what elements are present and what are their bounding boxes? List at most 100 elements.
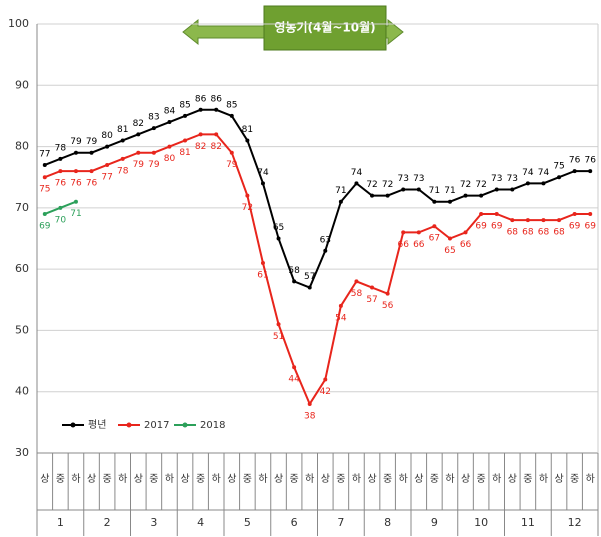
data-label: 78 bbox=[55, 143, 67, 153]
y-tick-label: 70 bbox=[15, 201, 29, 214]
data-label: 79 bbox=[148, 160, 160, 170]
data-label: 78 bbox=[117, 166, 129, 176]
point bbox=[151, 150, 156, 155]
point bbox=[58, 169, 63, 174]
y-tick-label: 50 bbox=[15, 323, 29, 336]
x-tick-label: 하 bbox=[492, 472, 501, 485]
point bbox=[447, 236, 452, 241]
group-label: 8 bbox=[384, 516, 391, 529]
point bbox=[416, 230, 421, 235]
point bbox=[354, 279, 359, 284]
data-label: 74 bbox=[538, 168, 550, 178]
data-label: 58 bbox=[288, 266, 300, 276]
point bbox=[463, 230, 468, 235]
legend-label: 평년 bbox=[88, 419, 106, 431]
data-label: 79 bbox=[86, 137, 98, 147]
data-label: 72 bbox=[366, 180, 377, 190]
legend-marker bbox=[70, 422, 76, 428]
group-label: 12 bbox=[568, 516, 582, 529]
data-label: 67 bbox=[429, 234, 440, 244]
data-label: 81 bbox=[179, 148, 190, 158]
point bbox=[183, 113, 188, 118]
x-tick-label: 상 bbox=[508, 473, 517, 485]
data-label: 79 bbox=[133, 160, 145, 170]
data-label: 57 bbox=[304, 272, 315, 282]
data-label: 73 bbox=[413, 174, 424, 184]
y-tick-label: 30 bbox=[15, 446, 29, 459]
y-tick-label: 80 bbox=[15, 140, 29, 153]
data-label: 68 bbox=[538, 228, 550, 238]
data-label: 80 bbox=[101, 131, 113, 141]
y-tick-label: 60 bbox=[15, 262, 29, 275]
data-label: 75 bbox=[39, 185, 50, 195]
group-label: 6 bbox=[291, 516, 298, 529]
x-tick-label: 하 bbox=[71, 472, 80, 485]
data-label: 66 bbox=[413, 240, 425, 250]
point bbox=[338, 303, 343, 308]
point bbox=[541, 181, 546, 186]
x-tick-label: 하 bbox=[352, 472, 361, 485]
x-tick-label: 하 bbox=[539, 472, 548, 485]
point bbox=[42, 162, 47, 167]
point bbox=[354, 181, 359, 186]
point bbox=[307, 285, 312, 290]
point bbox=[120, 156, 125, 161]
data-label: 79 bbox=[70, 137, 82, 147]
x-tick-label: 중 bbox=[336, 473, 345, 485]
data-label: 74 bbox=[351, 168, 363, 178]
y-tick-label: 90 bbox=[15, 78, 29, 91]
point bbox=[73, 150, 78, 155]
point bbox=[167, 120, 172, 125]
x-tick-label: 하 bbox=[165, 472, 174, 485]
data-label: 69 bbox=[39, 221, 51, 231]
x-tick-label: 중 bbox=[570, 473, 579, 485]
point bbox=[463, 193, 468, 198]
x-tick-label: 상 bbox=[321, 473, 330, 485]
point bbox=[370, 285, 375, 290]
point bbox=[510, 218, 515, 223]
legend-label: 2017 bbox=[144, 420, 169, 431]
data-label: 84 bbox=[164, 107, 176, 117]
y-tick-label: 100 bbox=[8, 17, 29, 30]
group-label: 5 bbox=[244, 516, 251, 529]
data-label: 68 bbox=[522, 228, 534, 238]
data-label: 69 bbox=[569, 221, 581, 231]
point bbox=[42, 211, 47, 216]
data-label: 69 bbox=[475, 221, 487, 231]
group-label: 2 bbox=[104, 516, 111, 529]
data-label: 85 bbox=[226, 100, 237, 110]
x-tick-label: 중 bbox=[149, 473, 158, 485]
data-label: 82 bbox=[195, 142, 206, 152]
point bbox=[214, 132, 219, 137]
data-label: 73 bbox=[397, 174, 408, 184]
x-tick-label: 중 bbox=[477, 473, 486, 485]
data-label: 85 bbox=[179, 100, 190, 110]
point bbox=[89, 150, 94, 155]
data-label: 68 bbox=[507, 228, 519, 238]
data-label: 80 bbox=[164, 154, 176, 164]
data-label: 81 bbox=[242, 125, 253, 135]
data-label: 83 bbox=[148, 113, 159, 123]
data-label: 56 bbox=[382, 301, 394, 311]
x-tick-label: 중 bbox=[430, 473, 439, 485]
series-line bbox=[44, 133, 591, 407]
x-tick-label: 중 bbox=[196, 473, 205, 485]
point bbox=[229, 150, 234, 155]
point bbox=[432, 224, 437, 229]
point bbox=[73, 169, 78, 174]
data-label: 69 bbox=[584, 221, 596, 231]
x-tick-label: 상 bbox=[180, 473, 189, 485]
data-label: 66 bbox=[397, 240, 409, 250]
data-label: 66 bbox=[460, 240, 472, 250]
data-label: 76 bbox=[584, 156, 596, 166]
data-label: 82 bbox=[210, 142, 221, 152]
point bbox=[167, 144, 172, 149]
point bbox=[385, 193, 390, 198]
data-label: 61 bbox=[257, 271, 268, 281]
group-label: 9 bbox=[431, 516, 438, 529]
data-label: 76 bbox=[86, 179, 98, 189]
point bbox=[292, 279, 297, 284]
point bbox=[58, 205, 63, 210]
data-label: 72 bbox=[475, 180, 486, 190]
data-label: 77 bbox=[39, 149, 50, 159]
